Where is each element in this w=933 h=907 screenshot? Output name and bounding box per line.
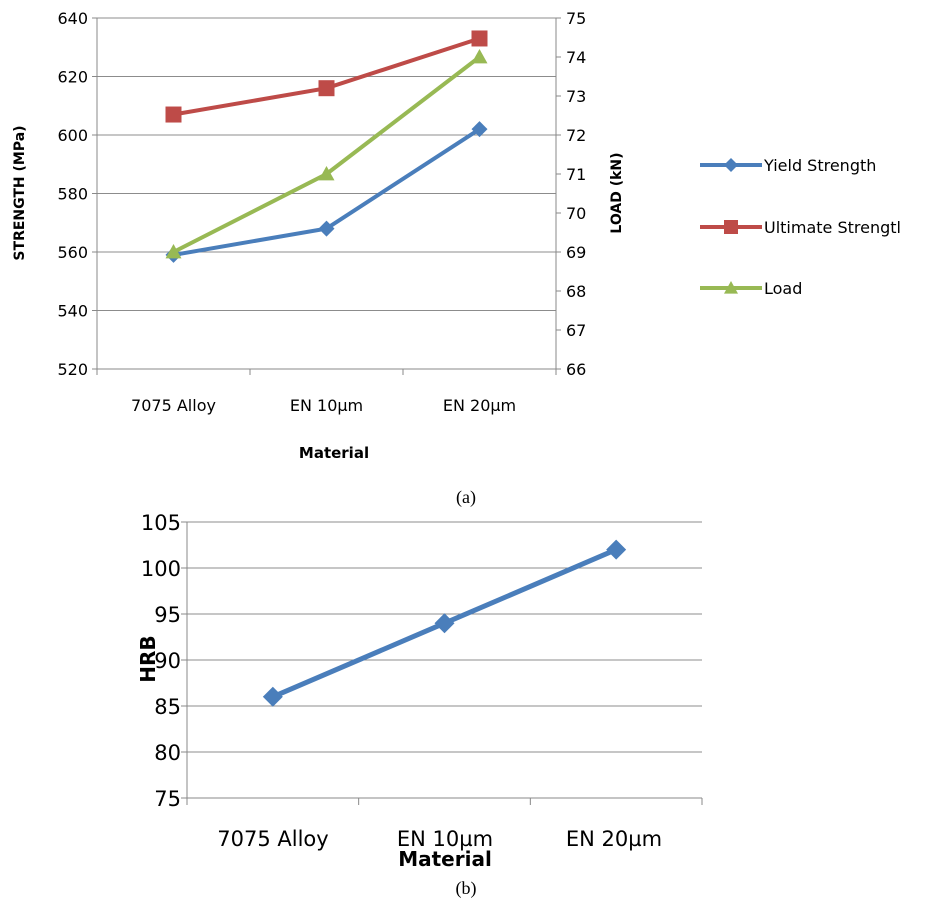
chart-b: 105 100 95 90 85 80 75 7075 Alloy EN 10µm EN 20µ…: [136, 511, 703, 899]
chart-a-legend: Yield Strength Ultimate Strengtl Load: [700, 156, 901, 298]
chart-a-left-tick-label: 640: [57, 9, 88, 28]
chart-a-left-tick-label: 520: [57, 360, 88, 379]
chart-b-y-axis-label: HRB: [136, 635, 160, 682]
chart-a-right-tick-labels: 75 74 73 72 71 70 69 68 67 66: [566, 9, 586, 379]
chart-a-x-tick-labels: 7075 Alloy EN 10µm EN 20µm: [131, 396, 516, 415]
panel-b-caption: (b): [456, 878, 477, 899]
chart-a-right-tick-label: 69: [566, 243, 586, 262]
panel-a-caption: (a): [456, 487, 476, 508]
chart-a-right-tick-label: 71: [566, 165, 586, 184]
chart-b-x-tick-label: EN 20µm: [566, 827, 662, 851]
chart-a-right-tick-label: 70: [566, 204, 586, 223]
chart-a-left-tick-label: 580: [57, 185, 88, 204]
chart-a-legend-marker: [724, 281, 738, 294]
chart-a-series: [165, 30, 488, 263]
chart-a-y2-axis-label: LOAD (kN): [609, 152, 625, 233]
chart-b-y-tick-label: 90: [154, 649, 181, 673]
chart-a-legend-marker: [724, 158, 738, 172]
chart-a-data-point: [165, 244, 182, 259]
chart-b-data-point: [262, 686, 283, 707]
chart-a-data-point: [471, 30, 488, 47]
chart-b-y-tick-label: 105: [141, 511, 181, 535]
chart-a-gridlines: [92, 17, 561, 375]
chart-a-left-tick-label: 600: [57, 126, 88, 145]
chart-a-y-axis-label: STRENGTH (MPa): [12, 125, 28, 260]
chart-b-series: [262, 539, 627, 707]
chart-a-x-tick-label: 7075 Alloy: [131, 396, 216, 415]
chart-a-right-tick-label: 66: [566, 360, 586, 379]
chart-a-right-tick-label: 68: [566, 282, 586, 301]
chart-a-legend-label: Ultimate Strengtl: [764, 218, 901, 237]
chart-a-left-tick-label: 620: [57, 68, 88, 87]
chart-a-left-tick-label: 540: [57, 302, 88, 321]
chart-a-left-tick-labels: 640 620 600 580 560 540 520: [57, 9, 88, 379]
chart-a-x-tick-label: EN 20µm: [443, 396, 516, 415]
chart-a-right-tick-label: 73: [566, 87, 586, 106]
chart-a-right-tick-label: 67: [566, 321, 586, 340]
chart-b-x-tick-labels: 7075 Alloy EN 10µm EN 20µm: [217, 827, 662, 851]
chart-a-x-tick-label: EN 10µm: [290, 396, 363, 415]
chart-a-legend-label: Load: [764, 279, 802, 298]
chart-a-x-axis-label: Material: [299, 444, 369, 462]
chart-b-x-tick-label: EN 10µm: [397, 827, 493, 851]
chart-b-y-tick-labels: 105 100 95 90 85 80 75: [141, 511, 181, 811]
chart-b-x-tick-label: 7075 Alloy: [217, 827, 328, 851]
chart-a-data-point: [165, 106, 182, 123]
chart-a-right-tick-label: 72: [566, 126, 586, 145]
chart-a-right-tick-label: 75: [566, 9, 586, 28]
chart-a-legend-marker: [724, 220, 738, 234]
chart-a-data-point: [471, 49, 488, 64]
chart-a: 640 620 600 580 560 540 520 75 74 73 72 71 70 69 68 67…: [12, 9, 901, 508]
chart-a-right-tick-label: 74: [566, 48, 586, 67]
chart-b-x-axis-label: Material: [398, 847, 492, 871]
chart-b-y-tick-label: 75: [154, 787, 181, 811]
chart-b-data-point: [606, 539, 627, 560]
chart-b-y-tick-label: 85: [154, 695, 181, 719]
chart-b-gridlines: [181, 521, 703, 805]
chart-b-y-tick-label: 100: [141, 557, 181, 581]
chart-b-y-tick-label: 95: [154, 603, 181, 627]
chart-a-data-point: [318, 220, 335, 237]
chart-a-data-point: [471, 121, 488, 138]
chart-a-data-point: [318, 80, 335, 97]
chart-a-left-tick-label: 560: [57, 243, 88, 262]
chart-a-data-point: [318, 166, 335, 181]
chart-b-y-tick-label: 80: [154, 741, 181, 765]
chart-a-legend-label: Yield Strength: [763, 156, 876, 175]
chart-b-data-point: [434, 613, 455, 634]
